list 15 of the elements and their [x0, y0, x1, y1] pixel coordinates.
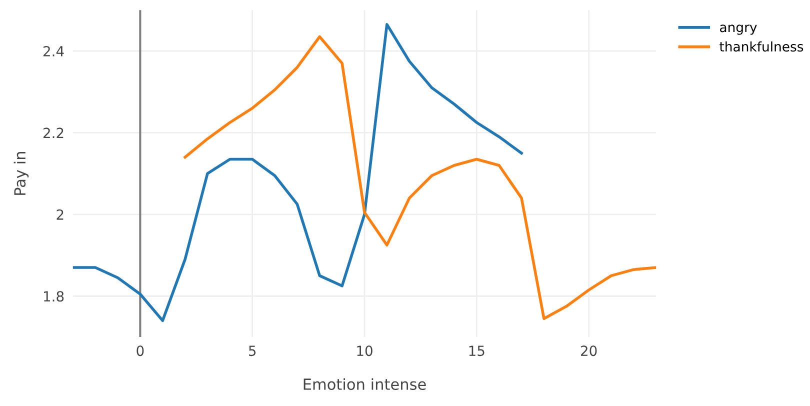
x-tick-label: 0	[136, 346, 144, 356]
y-axis-title: Pay in	[14, 152, 29, 195]
legend-label: angry	[720, 24, 757, 35]
line-series	[184, 35, 656, 320]
x-tick-label: 15	[469, 346, 484, 356]
legend-label: thankfulness	[720, 41, 804, 52]
x-axis-title: Emotion intense	[304, 378, 426, 390]
x-tick-label: 10	[357, 346, 372, 356]
y-tick-label: 2.4	[43, 46, 64, 56]
y-tick-label: 1.8	[44, 291, 64, 302]
y-tick-label: 2.2	[43, 128, 64, 138]
x-tick-label: 20	[580, 346, 597, 356]
line-series	[72, 23, 523, 322]
x-tick-label: 5	[249, 346, 256, 356]
y-tick-label: 2	[56, 209, 64, 220]
